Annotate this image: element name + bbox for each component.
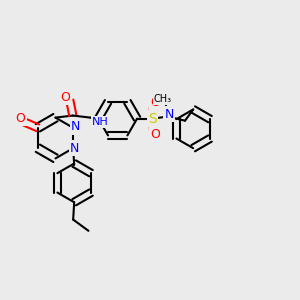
- Text: O: O: [16, 112, 26, 125]
- Text: N: N: [71, 120, 80, 134]
- Text: N: N: [164, 108, 174, 121]
- Text: O: O: [60, 91, 70, 104]
- Text: N: N: [70, 142, 80, 155]
- Text: NH: NH: [92, 117, 108, 127]
- Text: O: O: [150, 96, 160, 109]
- Text: S: S: [148, 112, 157, 126]
- Text: CH₃: CH₃: [154, 94, 172, 104]
- Text: O: O: [150, 128, 160, 141]
